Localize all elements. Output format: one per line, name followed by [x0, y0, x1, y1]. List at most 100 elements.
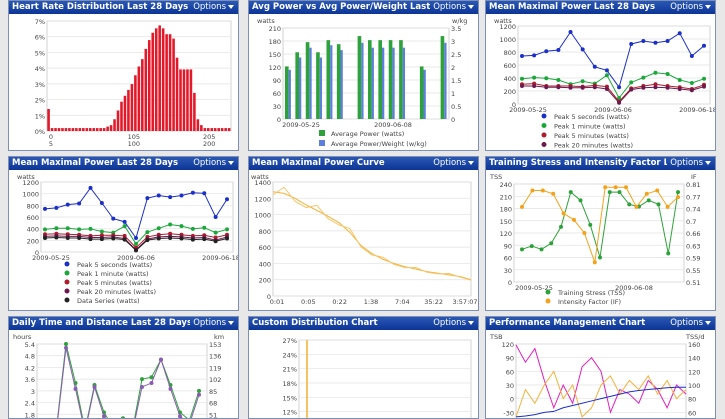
options-menu-button[interactable]: Options	[190, 157, 238, 170]
y-tick-label: 27%	[283, 337, 297, 345]
series-point	[159, 357, 163, 362]
y-tick-label-right: 51	[209, 411, 217, 418]
bar	[220, 128, 224, 131]
y-axis-label: hours	[13, 333, 32, 341]
legend-label: Peak 5 minutes (watts)	[554, 132, 629, 140]
y-tick-label: 400	[27, 226, 39, 234]
series-point	[149, 381, 154, 386]
options-menu-button[interactable]: Options	[430, 1, 478, 14]
panel-mean-maximal-power-2: Mean Maximal Power Last 28 Days Options w…	[8, 156, 239, 311]
series-point	[43, 206, 47, 211]
bar-average-power	[368, 40, 372, 119]
tss-point	[559, 224, 563, 229]
bar	[82, 128, 85, 131]
y-tick-label: 7%	[35, 18, 45, 26]
tss-point	[666, 251, 671, 256]
y-axis-label-right: w/kg	[452, 17, 467, 25]
y-tick-label: 0	[35, 249, 39, 257]
chart-daily-time-distance: hourskm1.21.82.433.64.24.85.451688510211…	[13, 333, 224, 418]
options-menu-button[interactable]: Options	[190, 1, 238, 14]
tss-point	[617, 190, 622, 195]
y-tick-label-right: 0.63	[686, 242, 700, 250]
series-point	[156, 236, 161, 241]
panel-title: Heart Rate Distribution Last 28 Days	[12, 2, 189, 12]
y-tick-label-right: 3	[451, 38, 455, 46]
x-tick-label: 200	[203, 140, 215, 148]
panel-title-bar: Mean Maximal Power Last 28 Days Options	[9, 157, 238, 170]
y-tick-label: 15%	[283, 394, 297, 402]
options-menu-button[interactable]: Options	[430, 317, 478, 330]
panel-title-bar: Mean Maximal Power Curve Options	[249, 157, 478, 170]
legend-marker	[64, 297, 70, 303]
chevron-down-icon	[468, 4, 474, 9]
options-menu-button[interactable]: Options	[430, 157, 478, 170]
options-menu-button[interactable]: Options	[190, 317, 238, 330]
series-point	[77, 201, 82, 206]
if-point	[644, 191, 649, 196]
panel-training-stress: Training Stress and Intensity Factor Las…	[485, 156, 716, 311]
bar	[161, 28, 165, 132]
series-point	[202, 191, 207, 196]
series-point	[629, 80, 634, 85]
curve-line	[272, 191, 472, 281]
x-tick-label: 2009-06-18	[679, 106, 715, 114]
x-tick-label: 2009-06-08	[374, 121, 412, 129]
series-point	[202, 225, 207, 230]
bar	[109, 125, 113, 131]
x-tick-label: 2009-06-08	[615, 284, 653, 292]
legend-label: Peak 20 minutes (watts)	[554, 142, 633, 150]
x-tick-label: 105	[128, 133, 140, 141]
bar-average-power	[419, 66, 424, 119]
bar-power-weight	[288, 69, 291, 119]
plot-area	[272, 181, 472, 297]
bar-power-weight	[340, 50, 343, 120]
series-point	[592, 64, 597, 69]
legend-marker	[541, 142, 547, 147]
options-menu-button[interactable]: Options	[667, 317, 715, 330]
chevron-down-icon	[228, 4, 234, 9]
x-tick-label: 0	[49, 133, 53, 141]
series-point	[568, 30, 573, 34]
bar	[147, 40, 151, 131]
panel-title-bar: Custom Distribution Chart Options	[249, 317, 478, 330]
tss-point	[549, 241, 554, 246]
x-tick-label: 2009-05-25	[515, 284, 553, 292]
y-axis-label-right: km	[214, 333, 224, 341]
options-menu-button[interactable]: Options	[667, 1, 715, 14]
y-tick-label: 1.8	[25, 411, 35, 418]
curve-secondary-line	[272, 186, 472, 281]
y-axis-label-right: IF	[691, 173, 697, 181]
series-line	[515, 344, 687, 414]
bar	[175, 57, 179, 131]
x-tick-label: 1:38	[364, 298, 379, 306]
if-point	[603, 185, 608, 190]
series-point	[580, 79, 585, 84]
tss-point	[529, 244, 534, 249]
series-point	[92, 384, 97, 389]
y-tick-label-right: 0.55	[686, 267, 700, 275]
options-menu-button[interactable]: Options	[667, 157, 715, 170]
series-point	[134, 236, 138, 240]
x-tick-label: 0:01	[270, 298, 285, 306]
chart-mean-maximal-power-curve: watts 0 200 400 600 800 1000 1200 1400 0:01 0:05 0:…	[251, 173, 478, 306]
y-tick-label: 30	[506, 382, 514, 390]
bar	[102, 128, 106, 131]
tss-point	[607, 190, 612, 195]
series-point	[592, 85, 597, 90]
series-point	[149, 375, 154, 380]
series-point	[641, 75, 646, 80]
x-tick-label: 5	[49, 140, 53, 148]
y-tick-label: 5%	[35, 49, 45, 57]
bar	[120, 101, 123, 131]
bar	[210, 128, 214, 131]
series-point	[197, 388, 201, 393]
bar	[141, 59, 144, 132]
series-point	[168, 236, 173, 240]
series-point	[65, 202, 70, 207]
y-tick-label: 1400	[254, 179, 271, 187]
legend-marker	[545, 289, 551, 295]
series-point	[64, 342, 68, 346]
y-tick-label: 120	[502, 341, 514, 349]
